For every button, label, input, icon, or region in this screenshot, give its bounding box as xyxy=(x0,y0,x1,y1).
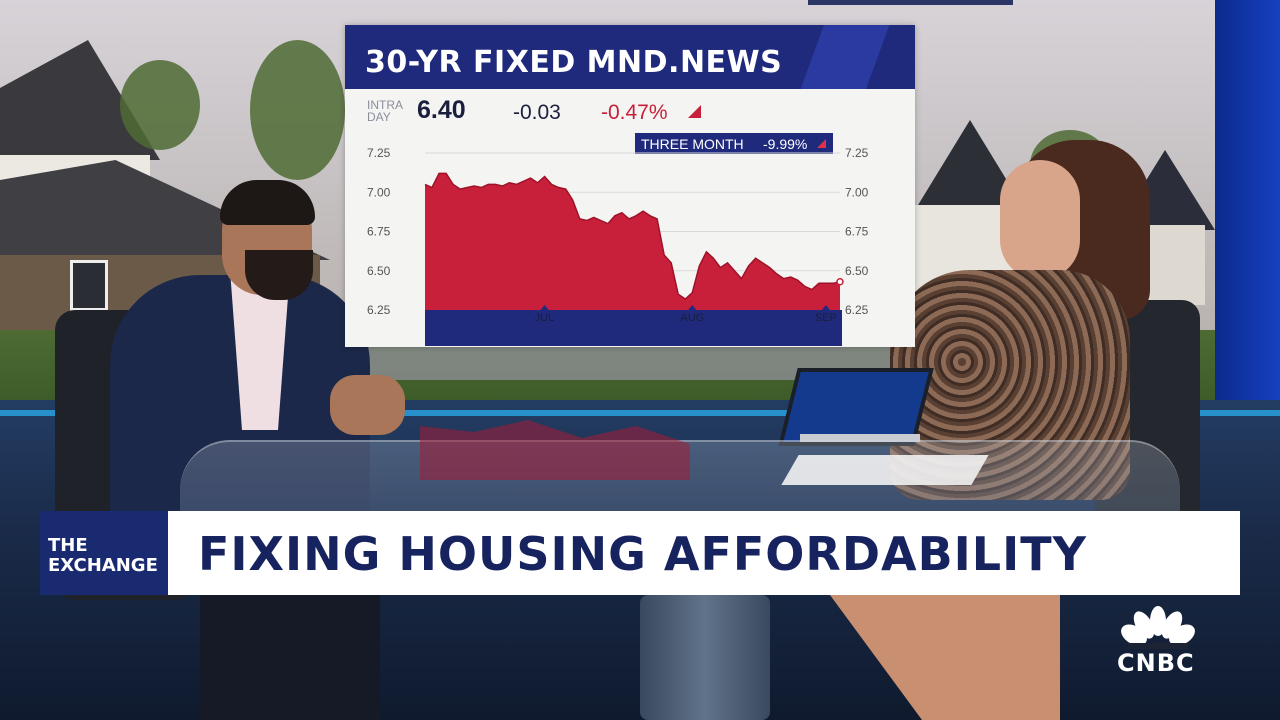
guest-hair xyxy=(220,180,315,225)
network-name: CNBC xyxy=(1117,649,1195,677)
studio-light-strip xyxy=(0,410,1280,416)
intraday-label-line2: DAY xyxy=(367,110,391,124)
y-tick-label-left: 7.00 xyxy=(367,185,391,199)
period-change-box: THREE MONTH -9.99% xyxy=(635,133,833,154)
rate-line xyxy=(424,172,841,300)
studio-wall-panel xyxy=(1215,0,1280,430)
desk-base xyxy=(640,595,770,720)
y-tick-label-right: 6.25 xyxy=(845,303,869,317)
lower-third-bar: FIXING HOUSING AFFORDABILITY xyxy=(168,511,1240,595)
y-tick-label-left: 7.25 xyxy=(367,146,391,160)
y-tick-label-right: 6.75 xyxy=(845,225,869,239)
rate-change-percent: -0.47% xyxy=(601,101,668,124)
x-tick-label: AUG xyxy=(680,312,704,324)
segment-headline: FIXING HOUSING AFFORDABILITY xyxy=(198,527,1087,581)
rate-chart: 7.25 7.25 7.00 7.00 6.75 6.75 6.50 6.50 6.25 6.25… xyxy=(367,146,869,346)
show-tag: THE EXCHANGE xyxy=(40,511,168,595)
last-point-marker xyxy=(836,277,844,286)
y-tick-label-right: 7.00 xyxy=(845,185,869,199)
rate-area xyxy=(425,173,840,310)
laptop-base xyxy=(800,434,920,442)
papers xyxy=(781,455,989,485)
host-face xyxy=(1000,160,1080,280)
x-tick-marker xyxy=(540,305,549,310)
y-tick-label-left: 6.25 xyxy=(367,303,391,317)
x-tick-label: JUL xyxy=(535,312,555,324)
show-name-line1: THE xyxy=(48,535,88,556)
guest-legs xyxy=(200,595,380,720)
current-rate: 6.40 xyxy=(417,96,466,124)
header-stripe xyxy=(775,25,915,89)
ticker-title: 30-YR FIXED MND.NEWS xyxy=(365,45,783,80)
period-change: -9.99% xyxy=(763,136,808,152)
guest-beard xyxy=(245,250,313,300)
y-tick-label-right: 6.50 xyxy=(845,264,869,278)
ticker-header: 30-YR FIXED MND.NEWS xyxy=(345,25,915,89)
rate-change: -0.03 xyxy=(513,101,561,124)
tree xyxy=(120,60,200,150)
intraday-label-line1: INTRA xyxy=(367,98,403,112)
x-tick-marker xyxy=(821,305,830,310)
top-strip xyxy=(808,0,1013,5)
y-tick-label-left: 6.50 xyxy=(367,264,391,278)
peacock-icon xyxy=(1121,606,1195,649)
intraday-label: INTRA DAY xyxy=(367,99,403,123)
down-arrow-icon xyxy=(688,105,701,118)
show-name-line2: EXCHANGE xyxy=(48,555,158,576)
rate-ticker-board: 30-YR FIXED MND.NEWS INTRA DAY 6.40 -0.0… xyxy=(345,25,915,347)
x-tick-marker xyxy=(688,305,697,310)
down-arrow-icon xyxy=(817,139,826,148)
x-axis-band xyxy=(425,310,842,346)
network-logo: CNBC xyxy=(1112,605,1204,677)
tree xyxy=(250,40,345,180)
y-tick-label-right: 7.25 xyxy=(845,146,869,160)
x-tick-label: SEP xyxy=(815,312,837,324)
period-label: THREE MONTH xyxy=(641,136,744,152)
y-tick-label-left: 6.75 xyxy=(367,225,391,239)
guest-hands xyxy=(330,375,405,435)
